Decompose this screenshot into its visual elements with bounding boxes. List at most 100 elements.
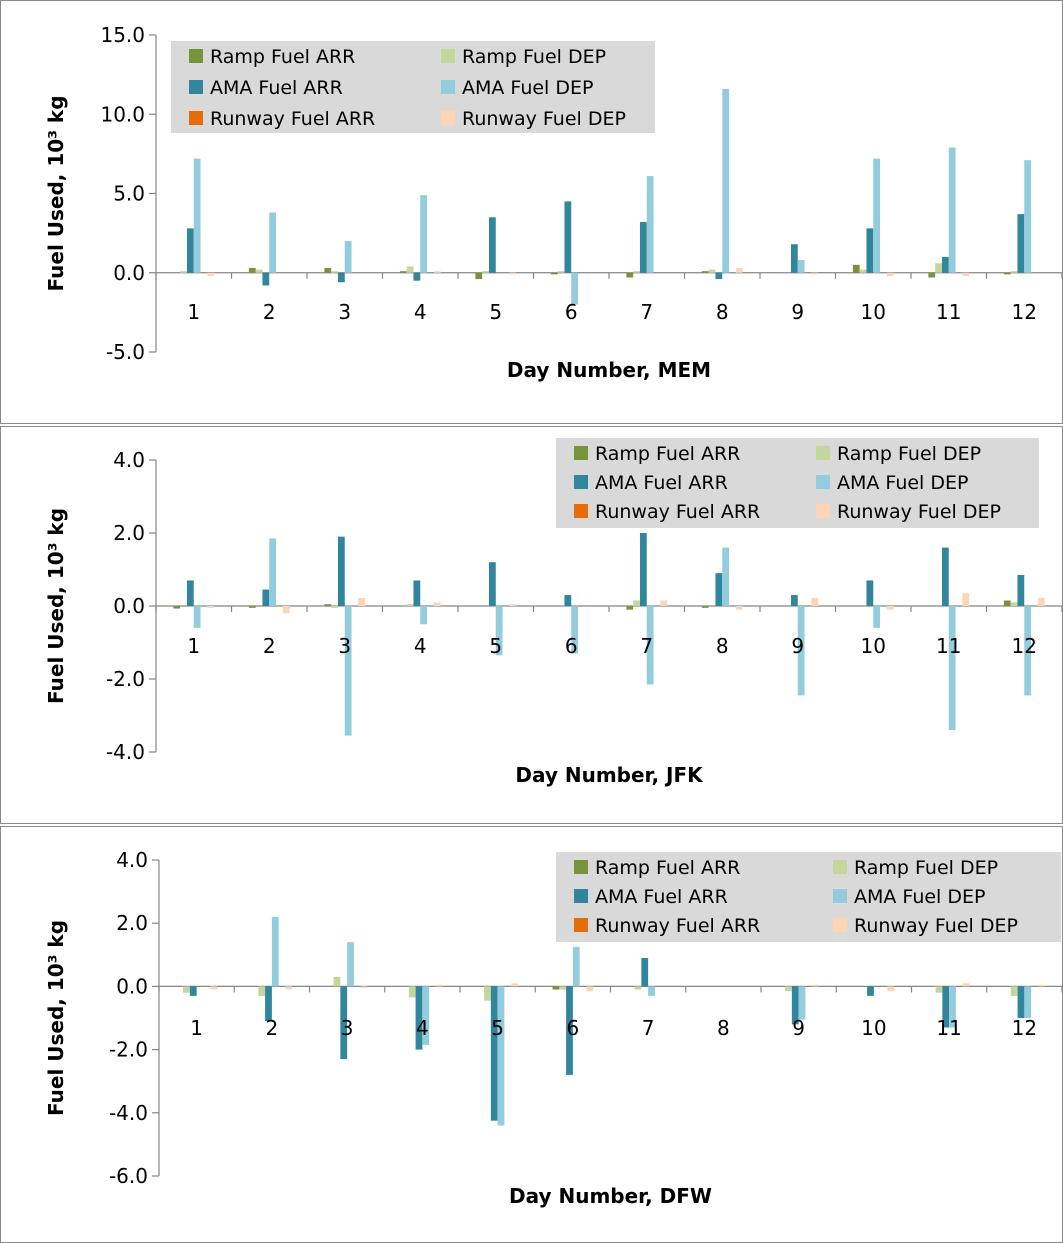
bar-ama-fuel-dep-day-12	[1024, 160, 1032, 273]
bar-ramp-fuel-arr-day-8	[701, 271, 709, 273]
bar-runway-fuel-dep-day-7	[660, 600, 668, 606]
bar-ama-fuel-arr-day-6	[564, 201, 572, 273]
bar-ama-fuel-arr-day-1	[186, 228, 194, 273]
chart-legend: Ramp Fuel ARR Ramp Fuel DEP AMA Fuel ARR AM…	[171, 41, 655, 133]
y-tick-label: -2.0	[106, 667, 145, 691]
x-tick-label: 8	[716, 634, 729, 658]
x-tick-label: 2	[266, 1016, 279, 1040]
y-tick-label: 0.0	[116, 974, 148, 998]
legend-label-ama-fuel-dep: AMA Fuel DEP	[462, 77, 593, 99]
bar-runway-fuel-dep-day-12	[1037, 597, 1045, 606]
bar-runway-fuel-dep-day-11	[962, 983, 970, 987]
x-tick-label: 12	[1012, 300, 1037, 324]
x-tick-label: 2	[263, 300, 276, 324]
y-axis-title: Fuel Used, 10³ kg	[44, 508, 68, 704]
bar-ramp-fuel-arr-day-2	[248, 267, 256, 273]
bar-ama-fuel-dep-day-9	[798, 986, 806, 1020]
legend-swatch-ama-fuel-dep	[833, 889, 847, 903]
bar-ama-fuel-dep-day-2	[269, 212, 277, 273]
bar-ama-fuel-arr-day-4	[415, 986, 423, 1050]
y-tick-label: -4.0	[109, 1101, 148, 1125]
x-tick-label: 11	[936, 634, 961, 658]
bar-ramp-fuel-dep-day-1	[183, 986, 190, 993]
bar-runway-fuel-dep-day-12	[1037, 984, 1045, 987]
bar-ramp-fuel-dep-day-5	[484, 986, 491, 1001]
bar-runway-fuel-dep-day-10	[887, 986, 895, 992]
bar-ramp-fuel-dep-day-7	[633, 271, 640, 273]
bar-ramp-fuel-arr-day-6	[552, 986, 560, 990]
bar-runway-fuel-dep-day-3	[360, 986, 368, 988]
bar-ama-fuel-arr-day-2	[265, 986, 272, 1022]
x-axis-title: Day Number, JFK	[515, 763, 704, 787]
bar-ama-fuel-dep-day-6	[571, 272, 579, 305]
bar-runway-fuel-dep-day-11	[962, 593, 970, 606]
bar-runway-fuel-dep-day-9	[811, 272, 819, 275]
x-tick-label: 10	[861, 300, 886, 324]
bar-ama-fuel-arr-day-3	[337, 536, 345, 606]
bar-ramp-fuel-dep-day-10	[859, 269, 867, 273]
bar-ramp-fuel-arr-day-3	[324, 604, 332, 606]
x-tick-label: 1	[187, 634, 200, 658]
bar-runway-fuel-dep-day-2	[285, 986, 293, 990]
legend-label-runway-fuel-arr: Runway Fuel ARR	[210, 108, 375, 130]
bar-runway-fuel-dep-day-8	[735, 267, 743, 273]
bar-ramp-fuel-arr-day-10	[852, 264, 860, 273]
x-axis-title: Day Number, DFW	[509, 1184, 712, 1208]
x-tick-label: 8	[716, 300, 729, 324]
bar-ama-fuel-dep-day-8	[722, 547, 730, 606]
x-tick-label: 7	[640, 300, 653, 324]
x-tick-label: 12	[1012, 634, 1037, 658]
x-tick-label: 5	[489, 300, 502, 324]
x-tick-label: 6	[565, 634, 578, 658]
x-tick-label: 4	[416, 1016, 429, 1040]
legend-label-runway-fuel-arr: Runway Fuel ARR	[595, 501, 760, 523]
y-tick-label: -5.0	[106, 340, 145, 364]
bar-ama-fuel-arr-day-7	[641, 957, 649, 987]
bar-ama-fuel-dep-day-8	[722, 88, 730, 273]
bar-ama-fuel-dep-day-4	[420, 195, 428, 273]
bar-ramp-fuel-dep-day-12	[1010, 986, 1018, 996]
bar-ama-fuel-dep-day-1	[193, 606, 201, 628]
bar-runway-fuel-dep-day-5	[511, 983, 518, 987]
legend-label-ramp-fuel-arr: Ramp Fuel ARR	[210, 46, 355, 68]
bar-ama-fuel-dep-day-7	[648, 986, 655, 996]
x-tick-label: 10	[861, 1016, 886, 1040]
x-tick-label: 11	[936, 1016, 961, 1040]
legend-label-ramp-fuel-dep: Ramp Fuel DEP	[462, 46, 606, 68]
x-tick-label: 2	[263, 634, 276, 658]
legend-background	[556, 438, 1039, 528]
bar-ramp-fuel-dep-day-6	[559, 986, 567, 990]
bar-ramp-fuel-arr-day-8	[701, 606, 709, 608]
x-tick-label: 3	[341, 1016, 354, 1040]
x-tick-label: 5	[491, 1016, 504, 1040]
legend-swatch-runway-fuel-dep	[833, 918, 847, 932]
bar-ramp-fuel-dep-day-3	[333, 976, 341, 987]
bar-runway-fuel-dep-day-9	[811, 597, 819, 606]
bar-ama-fuel-arr-day-11	[941, 256, 949, 273]
bar-ramp-fuel-arr-day-3	[324, 267, 332, 273]
y-axis-title: Fuel Used, 10³ kg	[44, 95, 68, 291]
legend-swatch-ramp-fuel-arr	[574, 860, 588, 874]
bar-ama-fuel-arr-day-10	[866, 228, 874, 273]
legend-background	[556, 852, 1061, 942]
bar-ramp-fuel-dep-day-12	[1010, 271, 1018, 273]
legend-label-ama-fuel-arr: AMA Fuel ARR	[595, 886, 728, 908]
bar-ama-fuel-dep-day-1	[193, 158, 201, 273]
bar-ama-fuel-arr-day-3	[337, 272, 345, 283]
bar-ramp-fuel-dep-day-3	[331, 271, 338, 273]
x-tick-label: 4	[414, 300, 427, 324]
legend-swatch-runway-fuel-arr	[574, 504, 588, 518]
chart-panel-jfk: 4.0 2.0 0.0 -2.0 -4.0 1 2 3 4 5 6 7 8 9 10 11 12 Day Numb…	[0, 426, 1063, 824]
bar-ama-fuel-arr-day-3	[340, 986, 348, 1060]
bar-ama-fuel-dep-day-11	[948, 147, 956, 273]
bar-runway-fuel-dep-day-8	[735, 606, 743, 610]
bar-ama-fuel-arr-day-5	[490, 986, 498, 1121]
legend-swatch-ramp-fuel-arr	[189, 49, 203, 63]
bar-ama-fuel-arr-day-6	[564, 595, 572, 606]
bar-ama-fuel-dep-day-9	[797, 260, 805, 273]
bar-runway-fuel-dep-day-10	[886, 272, 894, 276]
bar-ama-fuel-arr-day-9	[790, 244, 798, 273]
legend-swatch-ama-fuel-dep	[441, 80, 455, 94]
